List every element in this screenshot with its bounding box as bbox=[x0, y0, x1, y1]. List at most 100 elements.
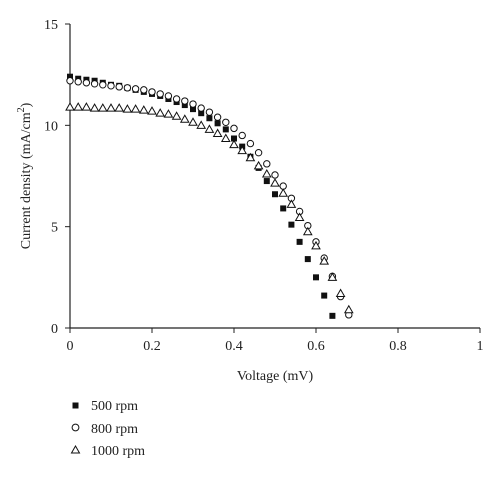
data-point bbox=[288, 221, 295, 228]
data-point bbox=[261, 168, 272, 178]
y-tick-label: 10 bbox=[44, 119, 58, 134]
data-point bbox=[302, 226, 313, 236]
legend-marker-open-triangle bbox=[70, 444, 81, 454]
data-point bbox=[123, 84, 132, 92]
data-point bbox=[155, 108, 166, 117]
data-point bbox=[222, 118, 230, 126]
legend-label-800rpm: 800 rpm bbox=[91, 422, 138, 437]
data-point bbox=[237, 145, 248, 155]
data-point bbox=[90, 80, 99, 88]
x-tick-label: 0.8 bbox=[389, 339, 407, 354]
data-point bbox=[272, 191, 278, 198]
data-point bbox=[231, 135, 237, 142]
data-point bbox=[280, 205, 287, 212]
data-point bbox=[198, 110, 205, 117]
data-point bbox=[114, 103, 125, 112]
data-point bbox=[313, 274, 319, 281]
data-point bbox=[327, 272, 338, 281]
data-point bbox=[230, 124, 238, 133]
data-point bbox=[246, 139, 255, 148]
data-point bbox=[115, 83, 123, 91]
data-point bbox=[89, 103, 100, 112]
data-point bbox=[179, 114, 190, 123]
data-points bbox=[65, 73, 354, 319]
data-point bbox=[263, 160, 271, 168]
data-point bbox=[204, 124, 215, 133]
data-point bbox=[188, 117, 198, 126]
data-point bbox=[73, 102, 84, 111]
data-point bbox=[74, 78, 82, 86]
data-point bbox=[253, 160, 264, 170]
data-point bbox=[329, 312, 336, 319]
data-point bbox=[212, 128, 223, 137]
data-point bbox=[65, 102, 75, 111]
series-800-rpm bbox=[66, 77, 353, 319]
x-axis-title: Voltage (mV) bbox=[237, 369, 314, 384]
y-tick-label: 0 bbox=[51, 322, 58, 337]
data-point bbox=[171, 111, 182, 120]
data-point bbox=[81, 102, 92, 111]
data-point bbox=[163, 109, 174, 118]
data-point bbox=[181, 102, 188, 109]
y-axis-title-superscript: 2 bbox=[16, 107, 27, 112]
data-point bbox=[131, 85, 140, 93]
legend-item-800rpm: 800 rpm bbox=[71, 422, 138, 437]
y-tick-label: 15 bbox=[44, 18, 58, 33]
data-point bbox=[271, 171, 279, 179]
data-point bbox=[222, 126, 229, 133]
data-point bbox=[220, 133, 231, 143]
data-point bbox=[286, 199, 297, 208]
data-point bbox=[214, 120, 221, 127]
x-tick-label: 0 bbox=[67, 339, 74, 354]
legend-label-1000rpm: 1000 rpm bbox=[91, 444, 145, 459]
data-point bbox=[66, 77, 74, 85]
data-point bbox=[107, 82, 115, 90]
data-point bbox=[148, 88, 156, 96]
data-point bbox=[122, 104, 133, 113]
x-tick-label: 0.4 bbox=[225, 339, 243, 354]
data-point bbox=[147, 106, 157, 115]
x-tick-label: 0.6 bbox=[307, 339, 325, 354]
legend-item-500rpm: 500 rpm bbox=[72, 399, 138, 414]
data-point bbox=[206, 115, 213, 122]
data-point bbox=[156, 90, 164, 98]
data-point bbox=[205, 108, 214, 116]
legend-item-1000rpm: 1000 rpm bbox=[70, 444, 145, 459]
data-point bbox=[106, 103, 116, 112]
data-point bbox=[304, 256, 311, 263]
data-point bbox=[99, 81, 107, 89]
data-point bbox=[294, 212, 305, 222]
data-point bbox=[296, 238, 303, 245]
x-tick-label: 0.2 bbox=[143, 339, 161, 354]
data-point bbox=[82, 79, 91, 87]
data-point bbox=[130, 104, 141, 113]
data-point bbox=[319, 256, 330, 265]
data-point bbox=[67, 73, 73, 80]
legend-label-500rpm: 500 rpm bbox=[91, 399, 138, 414]
y-axis-title: Current density (mA/cm2) bbox=[16, 102, 34, 249]
data-point bbox=[164, 92, 173, 100]
data-point bbox=[270, 178, 280, 187]
data-point bbox=[263, 178, 270, 185]
data-point bbox=[321, 292, 328, 299]
y-axis-title-close: ) bbox=[19, 102, 34, 107]
data-point bbox=[278, 188, 289, 197]
data-point bbox=[229, 139, 239, 149]
data-point bbox=[97, 103, 108, 112]
data-point bbox=[190, 106, 196, 113]
series-1000-rpm bbox=[65, 102, 354, 314]
data-point bbox=[343, 304, 354, 314]
data-point bbox=[245, 152, 256, 162]
x-tick-label: 1 bbox=[477, 339, 484, 354]
data-point bbox=[189, 100, 197, 108]
legend: 500 rpm 800 rpm 1000 rpm bbox=[70, 399, 145, 459]
data-point bbox=[138, 105, 149, 114]
y-axis-title-main: Current density (mA/cm bbox=[19, 112, 34, 249]
y-tick-label: 5 bbox=[51, 221, 58, 236]
data-point bbox=[335, 288, 346, 298]
data-point bbox=[196, 120, 207, 129]
data-point bbox=[172, 95, 181, 103]
data-point bbox=[181, 97, 189, 105]
